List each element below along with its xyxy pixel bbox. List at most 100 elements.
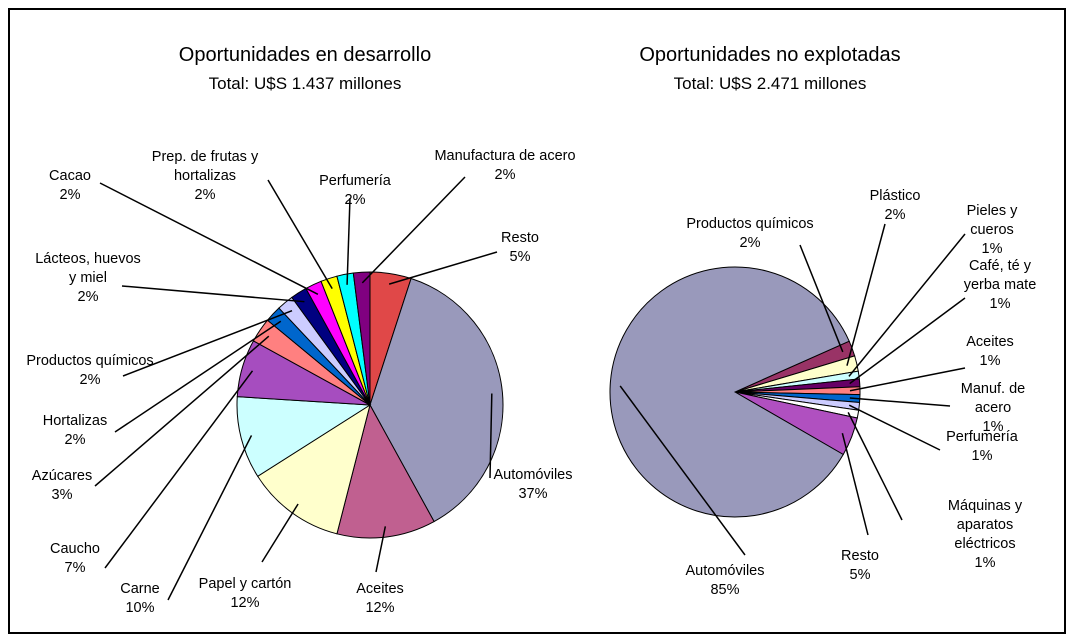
pie-slice [257, 403, 371, 535]
slice-name: Hortalizas [42, 413, 108, 429]
slice-percent: 3% [51, 487, 73, 503]
slice-percent: 2% [64, 432, 86, 448]
slice-name: Productos químicos [26, 353, 154, 369]
leader-line [489, 393, 493, 479]
slice-percent: 7% [64, 560, 86, 576]
leader-line [388, 251, 498, 285]
slice-name: Automóviles [493, 467, 573, 483]
leader-line [841, 433, 869, 536]
leader-line [114, 320, 282, 433]
slice-label: Aceites 1% [966, 333, 1014, 371]
leader-line [846, 223, 886, 366]
chart-title: Oportunidades en desarrollo [178, 44, 432, 66]
slice-percent: 2% [59, 187, 81, 203]
slice-name: Café, té y yerba mate [963, 258, 1037, 293]
leader-line [619, 385, 746, 556]
slice-name: Papel y cartón [198, 576, 292, 592]
slice-name: Aceites [356, 581, 404, 597]
slice-percent: 2% [739, 235, 761, 251]
slice-name: Perfumería [319, 173, 391, 189]
slice-label: Manufactura de acero 2% [434, 147, 575, 185]
leader-line [361, 176, 466, 284]
slice-percent: 1% [979, 353, 1001, 369]
slice-percent: 1% [982, 419, 1004, 435]
leader-line [99, 182, 319, 295]
slice-percent: 2% [884, 207, 906, 223]
pie-slice [609, 266, 850, 518]
slice-name: Aceites [966, 334, 1014, 350]
leader-line [849, 367, 966, 392]
slice-name: Azúcares [31, 468, 93, 484]
slice-label: Resto 5% [841, 547, 879, 585]
slice-label: Prep. de frutas y hortalizas 2% [152, 148, 258, 205]
leader-line [261, 503, 299, 563]
slice-label: Papel y cartón 12% [199, 575, 292, 613]
slice-name: Resto [841, 548, 879, 564]
leader-line [121, 285, 305, 303]
leader-line [375, 526, 387, 573]
leader-line [167, 435, 253, 601]
slice-percent: 5% [849, 567, 871, 583]
slice-label: Aceites 12% [356, 580, 404, 618]
slice-label: Caucho 7% [50, 540, 100, 578]
leader-line [848, 233, 966, 377]
leader-line [849, 297, 966, 385]
slice-name: Máquinas y aparatos eléctricos [947, 498, 1023, 552]
slice-label: Carne 10% [120, 580, 160, 618]
slice-label: Productos químicos 2% [26, 352, 153, 390]
slice-label: Perfumería 1% [946, 428, 1018, 466]
slice-label: Lácteos, huevos y miel 2% [35, 250, 141, 307]
chart-subtitle: Total: U$S 1.437 millones [208, 74, 402, 93]
chart-title: Oportunidades no explotadas [639, 44, 901, 66]
slice-percent: 2% [77, 289, 99, 305]
leader-line [847, 412, 903, 521]
slice-label: Automóviles 85% [686, 562, 765, 600]
slice-name: Cacao [49, 168, 91, 184]
slice-name: Prep. de frutas y hortalizas [151, 149, 259, 184]
slice-percent: 12% [365, 600, 395, 616]
leader-line [849, 397, 951, 407]
slice-label: Pieles y cueros 1% [951, 202, 1033, 259]
leader-line [267, 179, 333, 290]
pie-slice [352, 271, 371, 406]
slice-name: Caucho [50, 541, 100, 557]
slice-percent: 2% [194, 187, 216, 203]
slice-name: Carne [120, 581, 160, 597]
slice-name: Manufactura de acero [434, 148, 576, 164]
slice-percent: 5% [509, 249, 531, 265]
slice-label: Resto 5% [501, 229, 539, 267]
pie-slice [336, 403, 435, 539]
slice-percent: 37% [518, 486, 548, 502]
slice-percent: 2% [79, 372, 101, 388]
slice-name: Perfumería [946, 429, 1018, 445]
leader-line [848, 404, 941, 451]
slice-label: Hortalizas 2% [43, 412, 107, 450]
slice-name: Productos químicos [686, 216, 814, 232]
slice-percent: 1% [989, 296, 1011, 312]
slice-percent: 10% [125, 600, 155, 616]
slice-name: Automóviles [685, 563, 765, 579]
slice-label: Automóviles 37% [494, 466, 573, 504]
slice-name: Plástico [869, 188, 921, 204]
slice-percent: 2% [494, 167, 516, 183]
leader-line [799, 244, 844, 353]
slice-name: Resto [501, 230, 539, 246]
frame [8, 8, 1066, 634]
slice-name: Lácteos, huevos y miel [35, 251, 141, 286]
slice-percent: 12% [230, 595, 260, 611]
leader-line [94, 335, 270, 487]
slice-percent: 1% [981, 241, 1003, 257]
slice-label: Café, té y yerba mate 1% [964, 257, 1037, 314]
leader-line [104, 370, 254, 569]
slice-label: Azúcares 3% [32, 467, 92, 505]
slice-label: Plástico 2% [870, 187, 921, 225]
pie-slice [236, 396, 372, 477]
slice-label: Manuf. de acero 1% [953, 380, 1034, 437]
slice-label: Productos químicos 2% [686, 215, 813, 253]
slice-name: Pieles y cueros [966, 203, 1018, 238]
slice-percent: 85% [710, 582, 740, 598]
slice-name: Manuf. de acero [960, 381, 1026, 416]
slice-label: Cacao 2% [49, 167, 91, 205]
chart-subtitle: Total: U$S 2.471 millones [673, 74, 867, 93]
